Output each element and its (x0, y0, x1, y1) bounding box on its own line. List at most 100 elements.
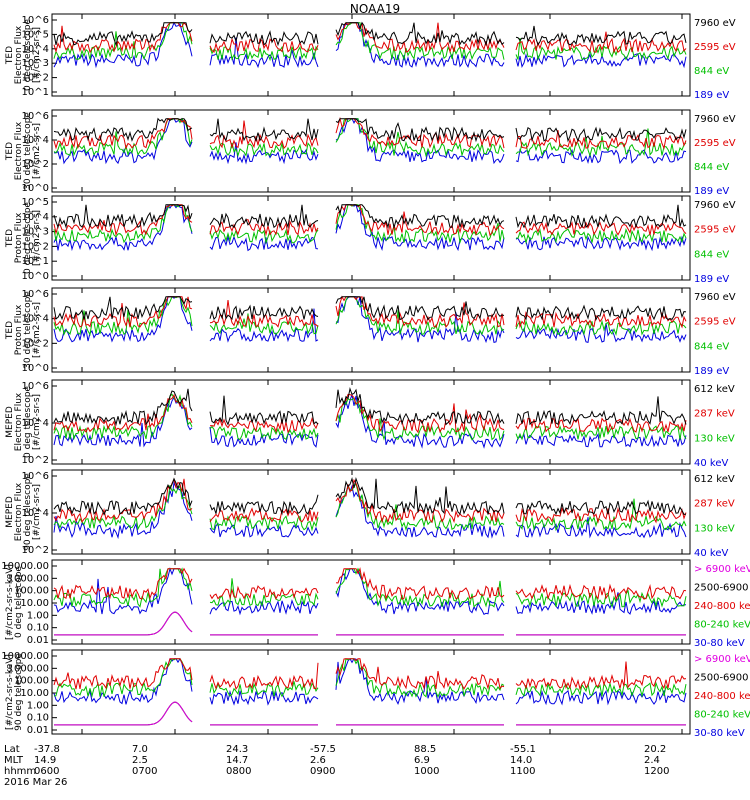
footer-row-label: MLT (4, 755, 23, 766)
y-axis-label-line: TED (5, 46, 15, 65)
y-tick-label: 10.00 (20, 688, 49, 699)
y-axis-label-line: [#/cm2-sr-s] (32, 394, 42, 450)
y-tick-label: 10^4 (22, 135, 49, 146)
footer-value: -55.1 (510, 744, 536, 755)
y-axis-label: [#/cm2-sr-s-keV] 90 deg telescope (5, 653, 24, 731)
footer-value: 88.5 (414, 744, 437, 755)
orbit-info-footer: Lat -37.8 7.0 24.3 -57.5 88.5 -55.1 20.2 MLT 14.9… (4, 744, 750, 800)
y-tick-label: 10^5 (22, 197, 49, 208)
chart-title: NOAA19 (349, 2, 401, 16)
series-line-4 (53, 386, 687, 427)
y-axis-label-line: [#/cm2-sr-s] (32, 484, 42, 540)
y-tick-label: 10^6 (22, 381, 49, 392)
series-line-3 (53, 567, 687, 601)
y-tick-label: 1.00 (27, 700, 49, 711)
series-line-2 (53, 482, 687, 532)
legend-entry: 240-800 ke (694, 691, 750, 702)
y-tick-label: 10^6 (22, 471, 49, 482)
y-tick-label: 10^2 (22, 338, 49, 349)
series-line-1 (53, 296, 687, 344)
y-axis-label-line: MEPED (5, 496, 15, 528)
legend-entry: 2595 eV (694, 42, 736, 53)
y-axis-label-line: 0 deg telescope (23, 19, 33, 91)
footer-value: 2.4 (644, 755, 660, 766)
y-tick-label: 10000.00 (1, 651, 49, 662)
y-tick-label: 10^4 (22, 314, 49, 325)
y-tick-label: 100.00 (14, 676, 49, 687)
series-line-4 (53, 204, 687, 229)
legend-entry: 2500-6900 (694, 673, 749, 684)
footer-value: 6.9 (414, 755, 430, 766)
y-tick-label: 10^4 (22, 212, 49, 223)
panel-frame (51, 469, 691, 555)
footer-value: 0900 (310, 766, 336, 777)
y-tick-label: 10^5 (22, 29, 49, 40)
panel-frame (51, 287, 691, 373)
y-tick-label: 10^2 (22, 159, 49, 170)
y-tick-label: 10^3 (22, 227, 49, 238)
y-tick-label: 0.01 (27, 725, 49, 736)
footer-row: MLT 14.9 2.5 14.7 2.6 6.9 14.0 2.4 (4, 755, 750, 766)
y-tick-label: 0.10 (27, 713, 49, 724)
footer-value: 0600 (34, 766, 60, 777)
footer-row: hhmm 0600 0700 0800 0900 1000 1100 1200 (4, 766, 750, 777)
series-line-1 (53, 392, 687, 449)
series-line-3 (53, 116, 687, 150)
footer-value: 20.2 (644, 744, 667, 755)
y-axis-label-line: [#/cm2-sr-s] (32, 123, 42, 179)
series-line-1 (53, 203, 687, 252)
panel-frame (51, 559, 691, 645)
y-tick-label: 10^4 (22, 44, 49, 55)
series-line-1 (53, 567, 686, 616)
y-axis-label-line: 0 deg telescope (23, 386, 33, 458)
y-axis-label-line: Electron Flux (14, 121, 24, 180)
legend-entry: 844 eV (694, 162, 729, 173)
y-tick-label: 10^6 (22, 289, 49, 300)
legend-entry: 2595 eV (694, 225, 736, 236)
legend-entry: 189 eV (694, 274, 729, 285)
y-tick-label: 10^0 (22, 183, 49, 194)
y-axis-label-line: [#/cm2-sr-s-keV] (5, 654, 15, 730)
y-axis-label-line: Electron Flux (14, 392, 24, 451)
footer-value: 1100 (510, 766, 536, 777)
y-axis-label: MEPED Electron Flux 90 deg telescope [#/cm2… (5, 473, 42, 551)
footer-value: 24.3 (226, 744, 249, 755)
y-axis-label-line: Proton Flux (14, 304, 24, 355)
series-line-3 (53, 393, 687, 434)
series-line-4 (53, 476, 687, 516)
footer-value: 0800 (226, 766, 252, 777)
legend-entry: 844 eV (694, 341, 729, 352)
series-line-3 (53, 658, 687, 691)
legend-entry: 30-80 keV (694, 728, 745, 739)
y-axis-label-line: [#/cm2-sr-s-keV] (5, 564, 15, 640)
series-line-2 (53, 204, 687, 245)
y-tick-label: 100.00 (14, 586, 49, 597)
y-tick-label: 10000.00 (1, 561, 49, 572)
legend-entry: 7960 eV (694, 18, 736, 29)
legend-entry: 612 keV (694, 474, 735, 485)
series-line-4 (53, 117, 687, 143)
y-axis-label: MEPED Electron Flux 0 deg telescope [#/cm2-… (5, 386, 42, 458)
panel-frame (51, 379, 691, 465)
footer-value: 14.0 (510, 755, 533, 766)
footer-value: 0700 (132, 766, 158, 777)
footer-value: 14.9 (34, 755, 57, 766)
y-tick-label: 1.00 (27, 610, 49, 621)
series-line-5 (54, 611, 686, 636)
series-line-4 (53, 296, 687, 321)
y-axis-label: [#/cm2-sr-s-keV] 0 deg telescope (5, 564, 24, 640)
footer-value: 1000 (414, 766, 440, 777)
panel-frame (51, 649, 691, 735)
series-line-5 (54, 701, 686, 726)
series-line-2 (53, 296, 687, 336)
footer-value: 14.7 (226, 755, 249, 766)
y-axis-label-line: [#/cm2-sr-s] (32, 210, 42, 266)
y-axis-label-line: Electron Flux (14, 25, 24, 84)
series-line-2 (53, 22, 687, 62)
